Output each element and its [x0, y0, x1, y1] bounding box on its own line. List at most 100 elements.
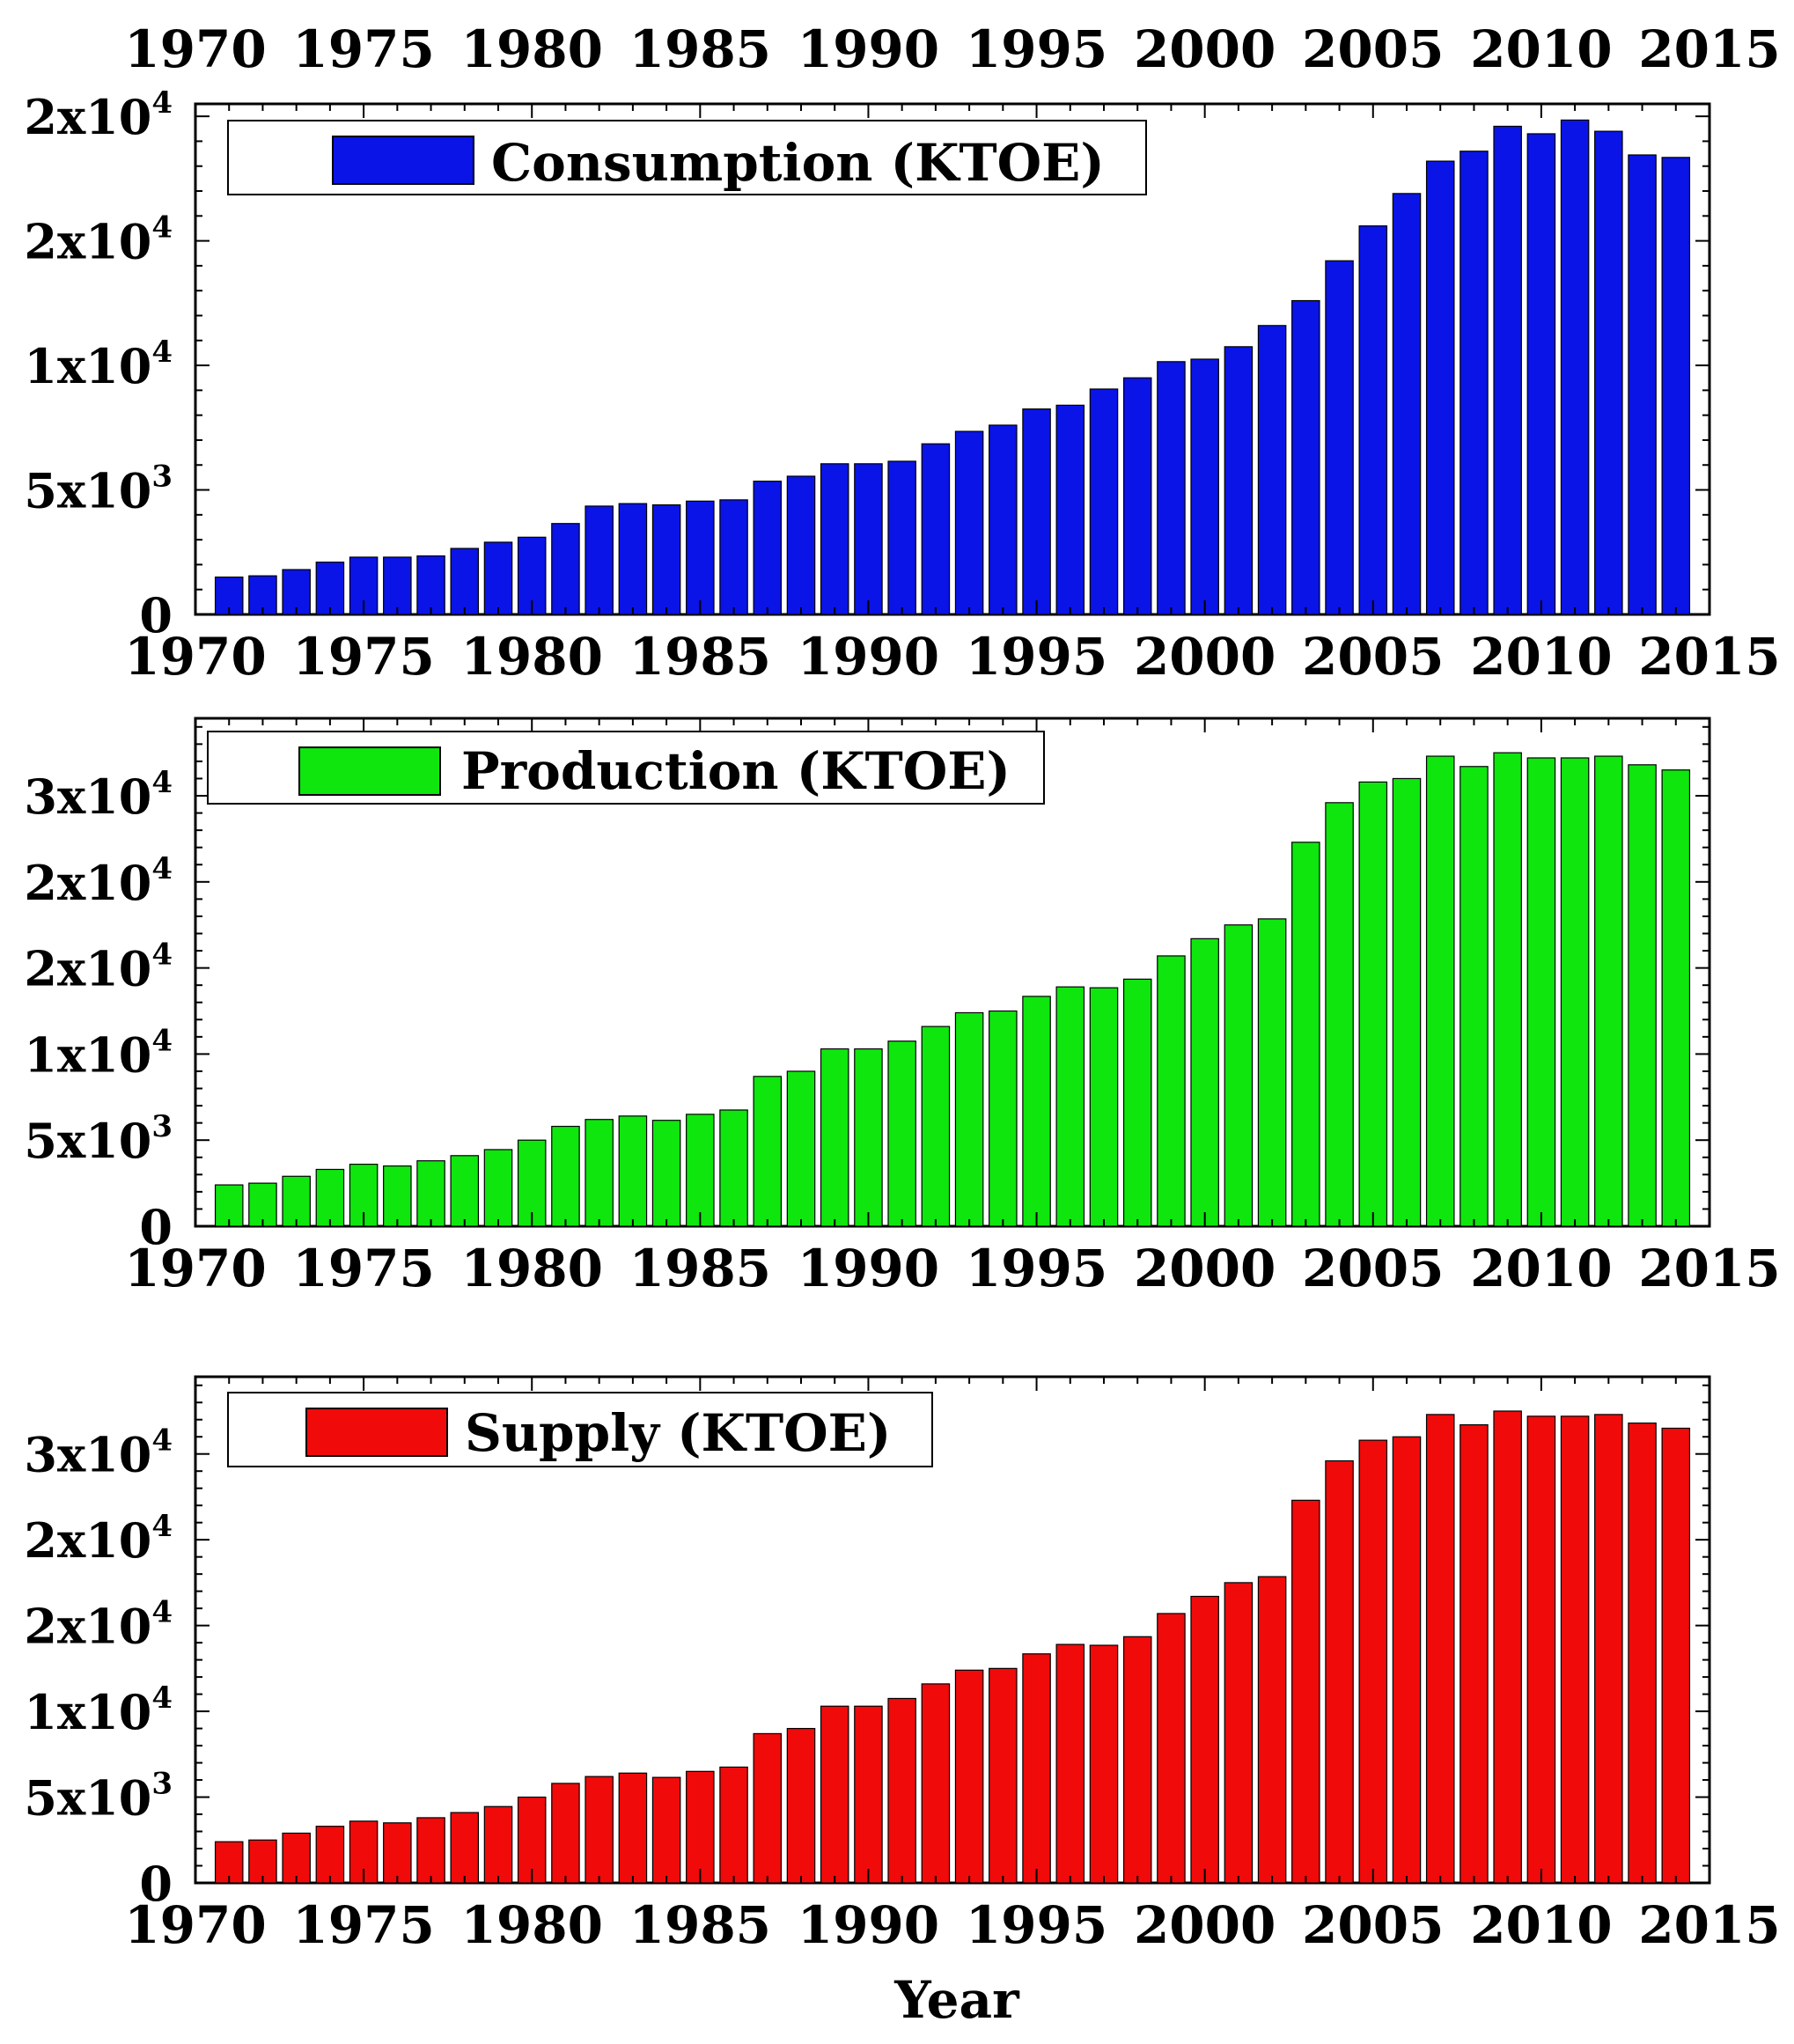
y-tick-label: 2x104: [24, 937, 173, 997]
x-tick-label: 1970: [124, 1895, 266, 1955]
bar-1979: [483, 541, 513, 615]
top-x-tick-label: 1985: [629, 19, 771, 79]
bar-1974: [315, 1168, 345, 1227]
top-x-tick-label: 1975: [292, 19, 434, 79]
x-tick-label: 1975: [292, 627, 434, 687]
bar-1995: [1022, 408, 1051, 615]
bar-1974: [315, 1826, 345, 1884]
x-tick-label: 1985: [629, 1895, 771, 1955]
bar-1993: [954, 1669, 984, 1884]
x-tick-label: 2000: [1134, 1239, 1276, 1298]
top-x-tick-label: 2005: [1302, 19, 1444, 79]
bar-2007: [1425, 160, 1455, 615]
y-tick-label: 5x103: [24, 460, 173, 519]
legend: Consumption (KTOE): [227, 120, 1147, 195]
bar-1978: [450, 1812, 480, 1884]
bar-2009: [1493, 752, 1522, 1227]
x-tick-label: 1980: [461, 627, 603, 687]
bar-2003: [1291, 1499, 1320, 1884]
bar-2013: [1628, 154, 1657, 615]
bar-2004: [1325, 802, 1354, 1227]
bar-1977: [416, 555, 445, 615]
top-x-tick-label: 1995: [966, 19, 1107, 79]
bar-1997: [1089, 1644, 1119, 1884]
bar-1987: [753, 1732, 783, 1884]
chart-panel-3: 0 5x103 1x104 2x104 2x104 3x104 1970 1975 1980 19…: [24, 1375, 1781, 2030]
bar-1999: [1157, 361, 1186, 615]
bar-2014: [1661, 1427, 1691, 1884]
bar-1973: [282, 569, 311, 615]
bar-1979: [483, 1805, 513, 1884]
bar-1991: [887, 460, 916, 615]
y-tick-label: 1x104: [24, 1023, 173, 1083]
bar-1998: [1122, 1636, 1152, 1884]
bar-1986: [719, 1766, 748, 1884]
bar-2008: [1459, 1423, 1489, 1884]
x-tick-label: 2000: [1134, 1895, 1276, 1955]
x-tick-label: 2015: [1638, 1895, 1780, 1955]
bar-2009: [1493, 125, 1522, 615]
y-tick-label: 2x104: [24, 210, 173, 270]
bar-1989: [820, 1705, 849, 1884]
y-tick-label: 2x104: [24, 85, 173, 145]
bar-2001: [1224, 346, 1254, 615]
bar-1988: [786, 475, 816, 615]
top-x-tick-label: 1980: [461, 19, 603, 79]
plot-frame: [194, 1375, 1711, 1885]
bar-2011: [1560, 1415, 1590, 1884]
bar-1996: [1055, 404, 1085, 615]
bar-2010: [1526, 1415, 1556, 1884]
bar-1995: [1022, 996, 1051, 1227]
bar-1978: [450, 1155, 480, 1227]
x-tick-label: 1995: [966, 1239, 1107, 1298]
y-tick-label: 5x103: [24, 1109, 173, 1169]
bar-2000: [1190, 358, 1219, 615]
bar-1984: [651, 1120, 681, 1227]
x-tick-label: 1980: [461, 1895, 603, 1955]
bar-1983: [618, 1772, 648, 1884]
bar-2011: [1560, 119, 1590, 615]
bar-1999: [1157, 955, 1186, 1227]
bar-2005: [1358, 225, 1388, 615]
bar-1993: [954, 430, 984, 615]
bar-1976: [383, 1165, 412, 1227]
bar-1990: [854, 1048, 883, 1227]
y-tick-label: 1x104: [24, 1680, 173, 1740]
bar-1976: [383, 1822, 412, 1884]
bar-2013: [1628, 764, 1657, 1227]
x-tick-label: 2005: [1302, 1895, 1444, 1955]
bar-2004: [1325, 260, 1354, 615]
bar-1997: [1089, 987, 1119, 1227]
y-tick-label: 3x104: [24, 765, 173, 825]
bar-1983: [618, 1115, 648, 1227]
legend-swatch: [332, 136, 474, 185]
bar-2008: [1459, 766, 1489, 1227]
bar-1985: [686, 500, 715, 615]
bar-1998: [1122, 978, 1152, 1227]
bar-1973: [282, 1175, 311, 1227]
x-tick-label: 2000: [1134, 627, 1276, 687]
y-tick-label: 2x104: [24, 1509, 173, 1569]
legend-swatch: [298, 746, 441, 796]
top-x-tick-label: 2010: [1470, 19, 1612, 79]
bar-1986: [719, 499, 748, 615]
top-x-tick-label: 1970: [124, 19, 266, 79]
bar-2005: [1358, 1439, 1388, 1884]
y-tick-label: 1x104: [24, 335, 173, 394]
x-tick-label: 1975: [292, 1895, 434, 1955]
bar-2002: [1257, 325, 1287, 615]
plot-frame: [194, 102, 1711, 616]
bar-2014: [1661, 157, 1691, 615]
x-tick-label: 1985: [629, 627, 771, 687]
bar-2005: [1358, 781, 1388, 1227]
bar-1995: [1022, 1653, 1051, 1884]
legend: Supply (KTOE): [227, 1392, 933, 1467]
y-tick-label: 3x104: [24, 1423, 173, 1483]
x-tick-label: 1980: [461, 1239, 603, 1298]
bar-1979: [483, 1149, 513, 1227]
bar-1992: [921, 443, 951, 615]
plot-frame: [194, 717, 1711, 1228]
x-tick-label: 2010: [1470, 1895, 1612, 1955]
